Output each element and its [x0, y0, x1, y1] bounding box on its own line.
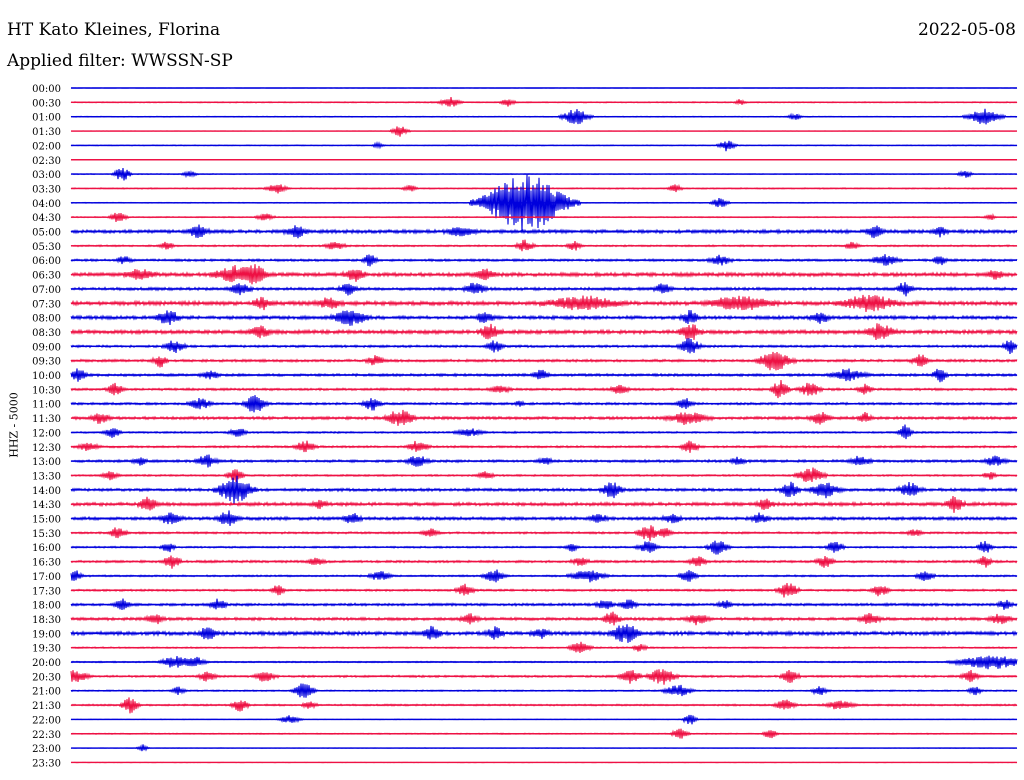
time-label: 14:00	[32, 486, 61, 497]
time-label: 12:30	[32, 443, 61, 454]
time-label: 23:30	[32, 758, 61, 769]
time-label: 04:30	[32, 213, 61, 224]
time-label: 10:00	[32, 371, 61, 382]
time-label: 21:00	[32, 687, 61, 698]
date-label: 2022-05-08	[917, 20, 1016, 40]
time-label: 02:30	[32, 156, 61, 167]
time-label: 00:30	[32, 98, 61, 109]
time-label: 22:00	[32, 715, 61, 726]
time-label: 09:30	[32, 357, 61, 368]
time-label: 01:00	[32, 113, 61, 124]
time-label: 18:30	[32, 615, 61, 626]
time-label: 15:00	[32, 515, 61, 526]
time-label: 15:30	[32, 529, 61, 540]
time-label: 00:00	[32, 84, 61, 95]
time-label: 20:30	[32, 672, 61, 683]
time-label: 01:30	[32, 127, 61, 138]
time-label: 21:30	[32, 701, 61, 712]
time-label: 19:30	[32, 644, 61, 655]
time-label: 17:00	[32, 572, 61, 583]
time-label: 17:30	[32, 586, 61, 597]
station-title: HT Kato Kleines, Florina	[7, 20, 221, 40]
time-label: 05:30	[32, 242, 61, 253]
time-label: 07:30	[32, 299, 61, 310]
time-label: 13:00	[32, 457, 61, 468]
time-label: 16:00	[32, 543, 61, 554]
trace-0630	[70, 264, 1018, 285]
time-label: 13:30	[32, 471, 61, 482]
time-label: 12:00	[32, 428, 61, 439]
time-label: 04:00	[32, 199, 61, 210]
time-label: 08:00	[32, 314, 61, 325]
time-label: 08:30	[32, 328, 61, 339]
filter-label: Applied filter: WWSSN-SP	[7, 51, 233, 71]
time-label: 20:00	[32, 658, 61, 669]
time-label: 05:00	[32, 228, 61, 239]
time-label: 11:00	[32, 400, 61, 411]
time-label: 03:30	[32, 184, 61, 195]
time-label: 06:30	[32, 271, 61, 282]
time-label: 11:30	[32, 414, 61, 425]
time-label: 09:00	[32, 342, 61, 353]
time-label: 18:00	[32, 601, 61, 612]
time-label: 06:00	[32, 256, 61, 267]
time-label: 07:00	[32, 285, 61, 296]
time-label: 14:30	[32, 500, 61, 511]
time-label: 10:30	[32, 385, 61, 396]
time-label: 16:30	[32, 558, 61, 569]
time-label: 02:00	[32, 141, 61, 152]
time-label: 23:00	[32, 744, 61, 755]
time-label: 03:00	[32, 170, 61, 181]
time-label: 22:30	[32, 730, 61, 741]
time-label: 19:00	[32, 629, 61, 640]
